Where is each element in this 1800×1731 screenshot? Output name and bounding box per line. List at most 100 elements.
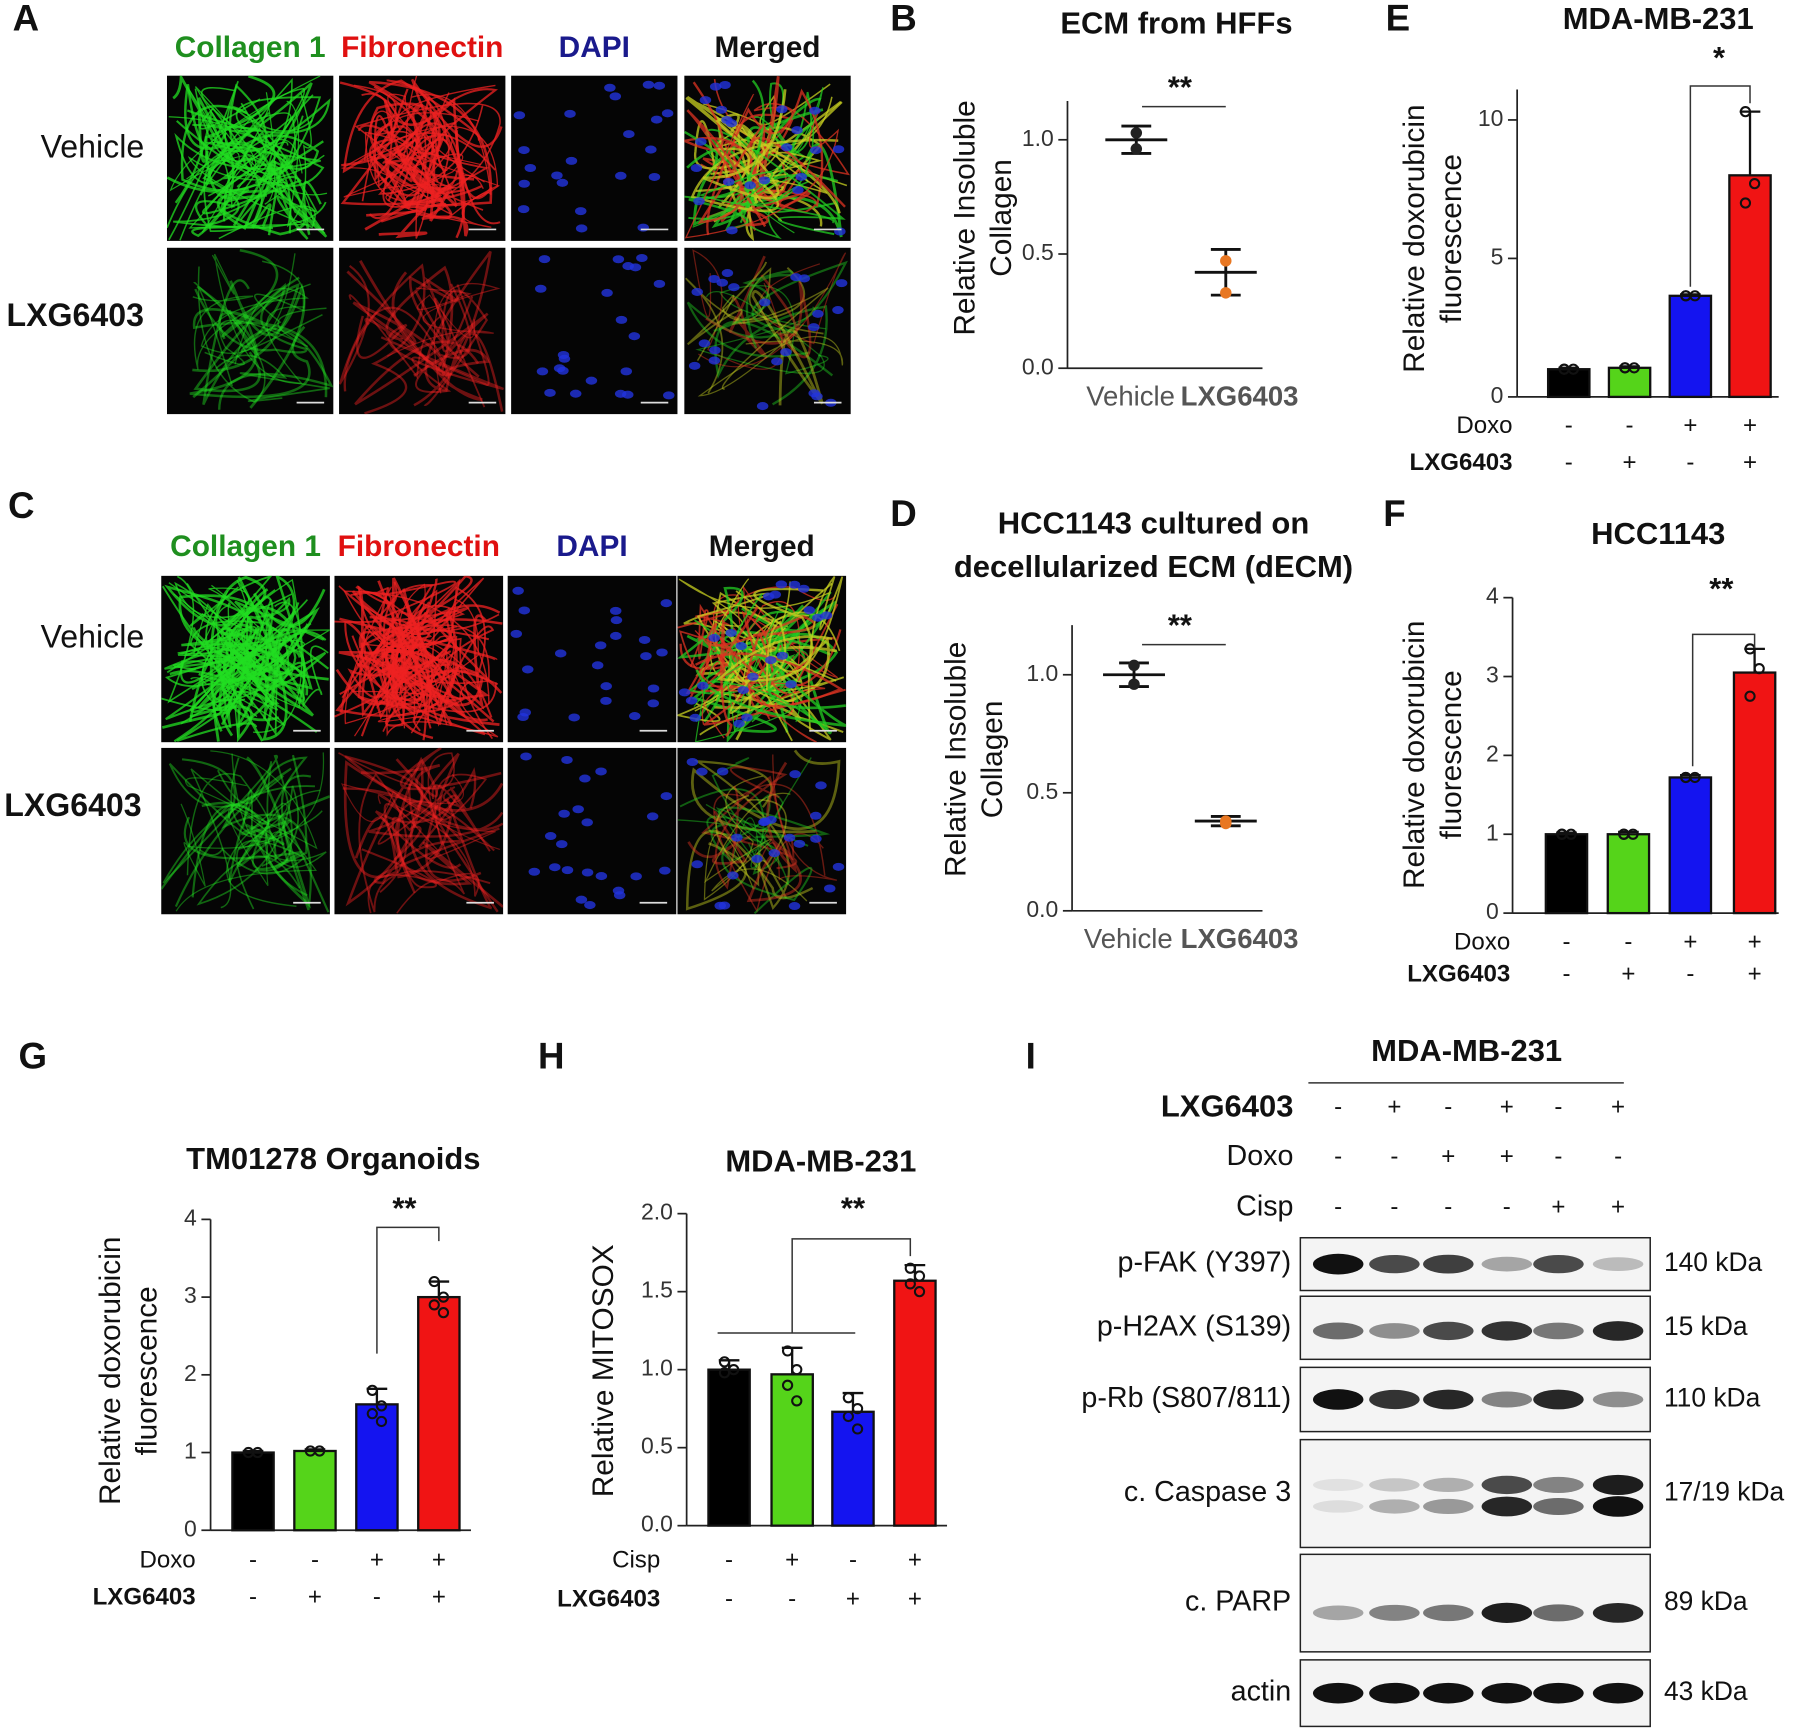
nucleus (594, 641, 607, 650)
nucleus (691, 287, 703, 296)
significance-bracket (376, 1226, 440, 1354)
data-point (1753, 663, 1765, 675)
blot-kda: 89 kDa (1664, 1586, 1748, 1616)
nucleus (609, 92, 622, 101)
column-header: Fibronectin (338, 530, 500, 563)
fiber (354, 312, 489, 406)
nucleus (647, 684, 660, 693)
significance: ** (1168, 70, 1193, 105)
nucleus (653, 279, 666, 288)
nucleus (810, 811, 822, 820)
condition-sign: - (788, 1586, 796, 1613)
nucleus (575, 895, 588, 904)
bar (231, 1451, 275, 1532)
fiber (346, 270, 450, 379)
fiber (413, 250, 504, 412)
condition-sign: - (725, 1547, 733, 1574)
y-tick-label: 1 (1486, 819, 1499, 845)
condition-sign: + (1748, 928, 1762, 955)
micrograph-bg (507, 747, 677, 915)
nucleus (519, 708, 531, 717)
fiber (199, 840, 306, 910)
fiber (377, 773, 488, 846)
nucleus (793, 839, 806, 848)
treatment-sign: - (1390, 1193, 1398, 1220)
nucleus (653, 81, 666, 90)
blot-band (1481, 1391, 1533, 1408)
blot-band (1369, 1323, 1420, 1339)
y-axis-label: Relative doxorubicin fluorescence (1398, 621, 1468, 889)
condition-label: Doxo (1456, 412, 1512, 439)
y-tick-label: 0.0 (641, 1511, 673, 1537)
micrograph (339, 247, 506, 415)
significance: ** (841, 1190, 866, 1225)
fiber (374, 767, 477, 869)
fiber (395, 756, 504, 908)
micrograph (339, 75, 506, 241)
fiber (192, 283, 311, 370)
y-axis-label-line: Relative doxorubicin (94, 1237, 127, 1505)
blot-title: MDA-MB-231 (1371, 1033, 1562, 1068)
nucleus (600, 682, 612, 691)
condition-sign: - (373, 1583, 381, 1610)
panel-label: F (1383, 493, 1405, 534)
blot-band (1312, 1478, 1364, 1492)
micrograph-bg (511, 75, 678, 241)
nucleus (697, 681, 709, 690)
y-axis-label-line: Relative Insoluble (948, 100, 981, 335)
treatment-label: Doxo (1227, 1140, 1294, 1172)
nucleus (630, 872, 642, 881)
bar (707, 1368, 751, 1527)
fiber (204, 584, 259, 644)
fiber (240, 260, 323, 352)
treatment-sign: - (1503, 1193, 1511, 1220)
data-point (1220, 817, 1232, 830)
blot-band (1533, 1476, 1584, 1493)
nucleus (741, 713, 753, 722)
treatment-sign: - (1334, 1093, 1342, 1120)
data-point (1220, 255, 1232, 267)
nucleus (637, 223, 649, 232)
nucleus (518, 606, 531, 615)
nucleus (565, 156, 578, 165)
nucleus (544, 832, 557, 841)
nucleus (623, 130, 635, 139)
fiber (686, 260, 848, 358)
panel-label: D (890, 493, 917, 534)
condition-label: Cisp (612, 1547, 660, 1574)
fiber (193, 266, 266, 404)
condition-sign: + (846, 1586, 860, 1613)
fiber (397, 122, 501, 225)
significance: ** (392, 1190, 417, 1225)
micrograph (684, 247, 851, 415)
data-point (842, 1392, 855, 1404)
condition-sign: + (1743, 412, 1757, 439)
blot-label: p-FAK (Y397) (1118, 1247, 1292, 1279)
nucleus (663, 391, 675, 400)
fiber (192, 308, 328, 398)
nucleus (554, 649, 567, 658)
fiber (183, 754, 308, 869)
fiber (368, 135, 465, 202)
nucleus (645, 145, 657, 154)
nucleus (832, 306, 844, 315)
nucleus (722, 177, 735, 186)
chart-title: TM01278 Organoids (186, 1141, 480, 1176)
blot-band (1423, 1389, 1474, 1410)
fiber (186, 768, 270, 909)
blot-label: c. PARP (1185, 1586, 1291, 1618)
treatment-sign: + (1441, 1143, 1455, 1170)
blot-band (1592, 1496, 1644, 1517)
nucleus (812, 613, 824, 622)
nucleus (791, 126, 803, 135)
fiber (192, 626, 314, 717)
nucleus (815, 781, 827, 790)
data-point (1739, 197, 1752, 209)
data-point (851, 1403, 864, 1415)
condition-sign: + (1743, 449, 1757, 476)
fiber (373, 88, 499, 190)
significance-bracket (1691, 633, 1756, 767)
y-tick-label: 1.0 (641, 1355, 673, 1381)
condition-sign: + (908, 1586, 922, 1613)
condition-sign: + (908, 1547, 922, 1574)
